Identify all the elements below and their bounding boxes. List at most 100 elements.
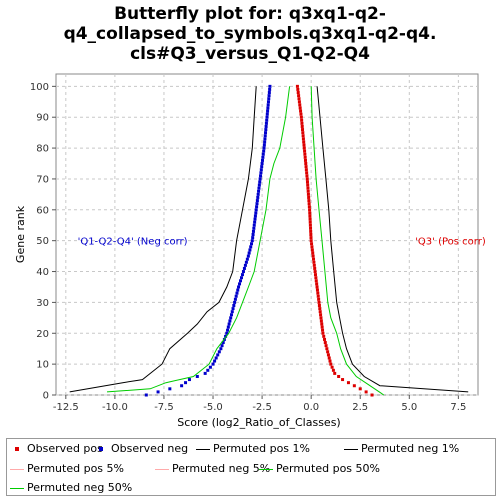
- observed-pos-point: [318, 307, 322, 311]
- observed-neg-point: [254, 211, 258, 215]
- observed-pos-point: [303, 149, 307, 153]
- y-tick-label: 50: [36, 236, 49, 247]
- observed-neg-point: [168, 387, 172, 391]
- x-tick-label: 5.0: [401, 402, 417, 413]
- observed-pos-point: [307, 195, 311, 199]
- legend-line-icon: [195, 442, 213, 456]
- observed-pos-point: [300, 118, 304, 122]
- permuted-neg-1-line: [69, 86, 257, 393]
- observed-neg-point: [262, 146, 266, 150]
- observed-neg-point: [219, 347, 223, 351]
- y-tick-label: 40: [36, 267, 49, 278]
- observed-neg-point: [267, 94, 271, 98]
- legend-label: Permuted pos 50%: [276, 462, 380, 475]
- observed-pos-point: [322, 334, 326, 338]
- observed-pos-point: [305, 177, 309, 181]
- legend-item: Permuted neg 5%: [154, 462, 270, 476]
- observed-pos-point: [305, 174, 309, 178]
- x-tick-label: -2.5: [252, 402, 272, 413]
- x-tick-label: 7.5: [450, 402, 466, 413]
- observed-pos-point: [326, 353, 330, 357]
- observed-neg-point: [237, 285, 241, 289]
- observed-pos-point: [316, 294, 320, 298]
- y-tick-label: 10: [36, 360, 49, 371]
- observed-neg-point: [227, 322, 231, 326]
- observed-neg-point: [206, 368, 210, 372]
- observed-pos-point: [307, 199, 311, 203]
- observed-pos-point: [311, 251, 315, 255]
- observed-neg-point: [144, 393, 148, 397]
- observed-neg-point: [262, 149, 266, 153]
- observed-neg-point: [256, 192, 260, 196]
- permuted-neg-50-line: [106, 86, 291, 393]
- observed-neg-point: [260, 162, 264, 166]
- observed-neg-point: [242, 266, 246, 270]
- observed-pos-point: [319, 319, 323, 323]
- observed-neg-point: [224, 334, 228, 338]
- observed-neg-point: [266, 100, 270, 104]
- observed-neg-point: [247, 251, 251, 255]
- observed-neg-point: [250, 239, 254, 243]
- observed-neg-point: [254, 208, 258, 212]
- observed-neg-point: [259, 171, 263, 175]
- observed-pos-point: [316, 291, 320, 295]
- observed-neg-point: [229, 316, 233, 320]
- y-tick-label: 100: [30, 82, 49, 93]
- observed-neg-point: [225, 331, 229, 335]
- observed-pos-point: [305, 171, 309, 175]
- legend-item: Permuted neg 1%: [343, 442, 459, 456]
- observed-pos-point: [313, 266, 317, 270]
- observed-pos-point: [311, 254, 315, 258]
- observed-neg-point: [268, 87, 272, 91]
- observed-pos-point: [328, 359, 332, 363]
- x-tick-label: -10.0: [102, 402, 128, 413]
- observed-neg-point: [258, 177, 262, 181]
- observed-pos-point: [324, 344, 328, 348]
- butterfly-chart: -12.5 -10.0 -7.5 -5.0 -2.5 0.0 2.5 5.0 7.5 0 10 20 3…: [14, 73, 486, 429]
- observed-pos-point: [299, 115, 303, 119]
- observed-pos-point: [307, 205, 311, 209]
- observed-neg-point: [180, 384, 184, 388]
- observed-pos-point: [306, 183, 310, 187]
- observed-neg-point: [203, 371, 207, 375]
- observed-neg-point: [265, 115, 269, 119]
- observed-neg-point: [228, 319, 232, 323]
- observed-neg-point: [251, 236, 255, 240]
- observed-pos-point: [297, 97, 301, 101]
- observed-pos-point: [308, 220, 312, 224]
- observed-neg-point: [252, 223, 256, 227]
- legend-label: Permuted neg 50%: [27, 481, 133, 494]
- observed-pos-point: [297, 100, 301, 104]
- observed-pos-point: [364, 390, 368, 394]
- observed-pos-point: [302, 146, 306, 150]
- observed-pos-point: [323, 341, 327, 345]
- observed-pos-point: [300, 124, 304, 128]
- observed-pos-point: [301, 137, 305, 141]
- observed-neg-point: [233, 297, 237, 301]
- chart-title-line-1: Butterfly plot for: q3xq1-q2-: [114, 4, 386, 24]
- x-axis-label: Score (log2_Ratio_of_Classes): [177, 416, 340, 429]
- observed-pos-point: [326, 350, 330, 354]
- observed-neg-point: [235, 291, 239, 295]
- observed-pos-point: [310, 245, 314, 249]
- observed-pos-point: [307, 202, 311, 206]
- observed-pos-point: [303, 158, 307, 162]
- observed-neg-point: [216, 353, 220, 357]
- y-tick-label: 0: [43, 391, 49, 402]
- observed-neg-point: [249, 245, 253, 249]
- observed-pos-point: [321, 328, 325, 332]
- observed-neg-point: [264, 131, 268, 135]
- observed-neg-point: [220, 344, 224, 348]
- observed-neg-point: [231, 307, 235, 311]
- observed-neg-point: [259, 174, 263, 178]
- observed-pos-point: [319, 316, 323, 320]
- observed-pos-point: [317, 303, 321, 307]
- observed-pos-point: [318, 310, 322, 314]
- observed-pos-point: [300, 121, 304, 125]
- legend-item: Permuted neg 50%: [9, 481, 132, 495]
- observed-pos-point: [315, 285, 319, 289]
- observed-neg-point: [267, 91, 271, 95]
- observed-neg-point: [249, 242, 253, 246]
- observed-neg-point: [240, 273, 244, 277]
- observed-neg-point: [253, 217, 257, 221]
